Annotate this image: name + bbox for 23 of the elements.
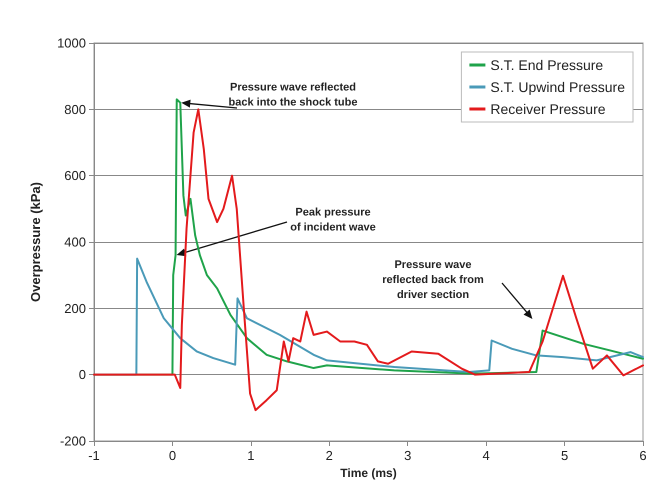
- x-axis-title: Time (ms): [340, 466, 397, 480]
- x-tick-label: 4: [482, 448, 490, 463]
- x-tick-label: 1: [247, 448, 254, 463]
- legend-label: S.T. Upwind Pressure: [490, 79, 626, 95]
- annotation: Pressure wave reflected back from driver section: [382, 259, 484, 301]
- x-tick-label: 6: [639, 448, 647, 463]
- x-tick-label: 5: [560, 448, 568, 463]
- y-tick-label: 200: [64, 300, 86, 316]
- y-tick-label: 0: [78, 367, 86, 382]
- annotation: Peak pressure of incident wave: [290, 206, 376, 234]
- x-tick-label: 2: [326, 448, 333, 463]
- x-tick-label: 3: [404, 448, 412, 463]
- y-axis-title: Overpressure (kPa): [28, 182, 43, 302]
- y-tick-label: 400: [64, 234, 86, 250]
- legend-label: S.T. End Pressure: [490, 57, 604, 73]
- y-tick-label: 1000: [57, 36, 86, 50]
- annotation: Pressure wave reflected back into the shock tube: [228, 82, 358, 108]
- y-tick-label: 600: [64, 168, 86, 184]
- legend-label: Receiver Pressure: [490, 101, 606, 117]
- y-tick-label: 800: [64, 102, 86, 117]
- x-tick-label: 0: [168, 448, 176, 463]
- x-tick-label: -1: [88, 448, 100, 463]
- y-tick-label: -200: [60, 434, 86, 448]
